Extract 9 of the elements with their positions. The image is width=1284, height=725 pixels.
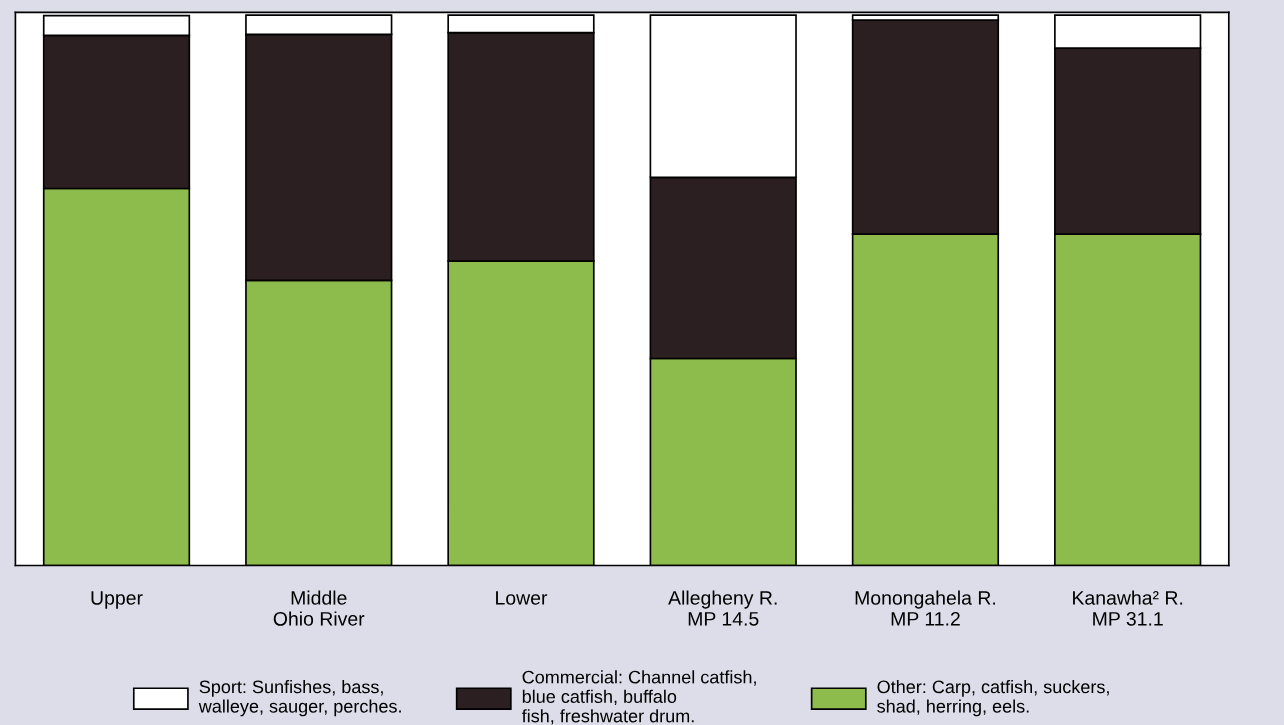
x-tick-label: Middle Ohio River bbox=[273, 590, 365, 626]
legend-label: Commercial: Channel catfish, blue catfish, buffalo fish, freshwater drum. bbox=[521, 670, 756, 725]
x-tick-label: Kanawha² R. MP 31.1 bbox=[1073, 590, 1183, 626]
x-tick-label: Allegheny R. MP 14.5 bbox=[668, 590, 777, 626]
x-tick-label: Monongahela R. MP 11.2 bbox=[855, 590, 996, 626]
x-tick-label: Upper bbox=[91, 591, 143, 609]
x-tick-label: Lower bbox=[496, 591, 548, 605]
legend-label: Sport: Sunfishes, bass, walleye, sauger, perches. bbox=[198, 679, 401, 717]
legend-label: Other: Carp, catfish, suckers, shad, herring, eels. bbox=[877, 679, 1109, 717]
